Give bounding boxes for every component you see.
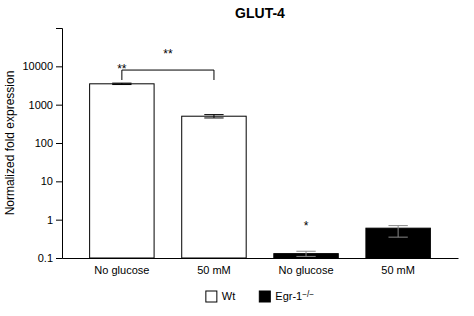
y-tick-mark — [56, 143, 62, 144]
chart-container: *****0.1110100100010000No glucose50 mMNo… — [0, 0, 474, 316]
y-tick-label: 1000 — [29, 99, 53, 111]
significance-bracket — [122, 70, 214, 80]
y-tick-mark — [56, 105, 62, 106]
error-bar — [296, 251, 315, 256]
error-bar — [112, 83, 131, 84]
marks — [90, 70, 431, 258]
y-tick: 100 — [35, 137, 62, 149]
x-axis-line — [63, 258, 459, 259]
plot: *****0.1110100100010000No glucose50 mMNo… — [3, 29, 459, 276]
x-axis: No glucose 50 mM No glucose 50 mM — [63, 259, 459, 276]
x-tick: 50 mM — [381, 264, 415, 276]
y-tick: 10 — [41, 175, 62, 187]
y-tick-mark — [56, 220, 62, 221]
legend-swatch — [206, 291, 217, 302]
y-axis: 0.1 1 10 100 1000 10000 — [22, 29, 62, 265]
y-axis-title: Normalized fold expression — [3, 71, 17, 216]
legend-item: Egr-1−/− — [259, 290, 314, 302]
x-tick-label: 50 mM — [381, 264, 415, 276]
legend: Wt Egr-1−/− — [206, 290, 314, 302]
legend-label: Egr-1−/− — [275, 290, 314, 302]
y-axis-line — [56, 29, 63, 259]
chart-svg: *****0.1110100100010000No glucose50 mMNo… — [0, 0, 474, 316]
x-tick-label: 50 mM — [197, 264, 231, 276]
y-tick-label: 0.1 — [38, 252, 53, 264]
x-tick: No glucose — [94, 264, 149, 276]
error-bar — [204, 115, 223, 118]
y-tick-mark — [56, 66, 62, 67]
x-tick: 50 mM — [197, 264, 231, 276]
y-tick: 1000 — [29, 99, 62, 111]
annotation: ** — [117, 62, 127, 76]
bar — [90, 84, 154, 258]
legend-swatch — [259, 291, 270, 302]
error-bar — [388, 226, 407, 238]
y-tick: 1 — [47, 214, 62, 226]
y-tick-label: 10000 — [22, 60, 53, 72]
annotations: ***** — [117, 47, 309, 233]
x-tick-label: No glucose — [94, 264, 149, 276]
bar — [182, 116, 246, 258]
y-tick: 10000 — [22, 60, 62, 72]
y-tick-label: 10 — [41, 175, 53, 187]
annotation: * — [304, 219, 309, 233]
legend-item: Wt — [206, 290, 235, 302]
x-tick: No glucose — [279, 264, 334, 276]
y-tick-label: 100 — [35, 137, 53, 149]
chart-title: GLUT-4 — [235, 5, 285, 21]
y-tick-mark — [56, 181, 62, 182]
y-tick-mark — [56, 258, 62, 259]
y-tick-label: 1 — [47, 214, 53, 226]
x-tick-label: No glucose — [279, 264, 334, 276]
y-tick: 0.1 — [38, 252, 62, 264]
bracket-label: ** — [163, 47, 173, 61]
legend-label: Wt — [222, 290, 235, 302]
